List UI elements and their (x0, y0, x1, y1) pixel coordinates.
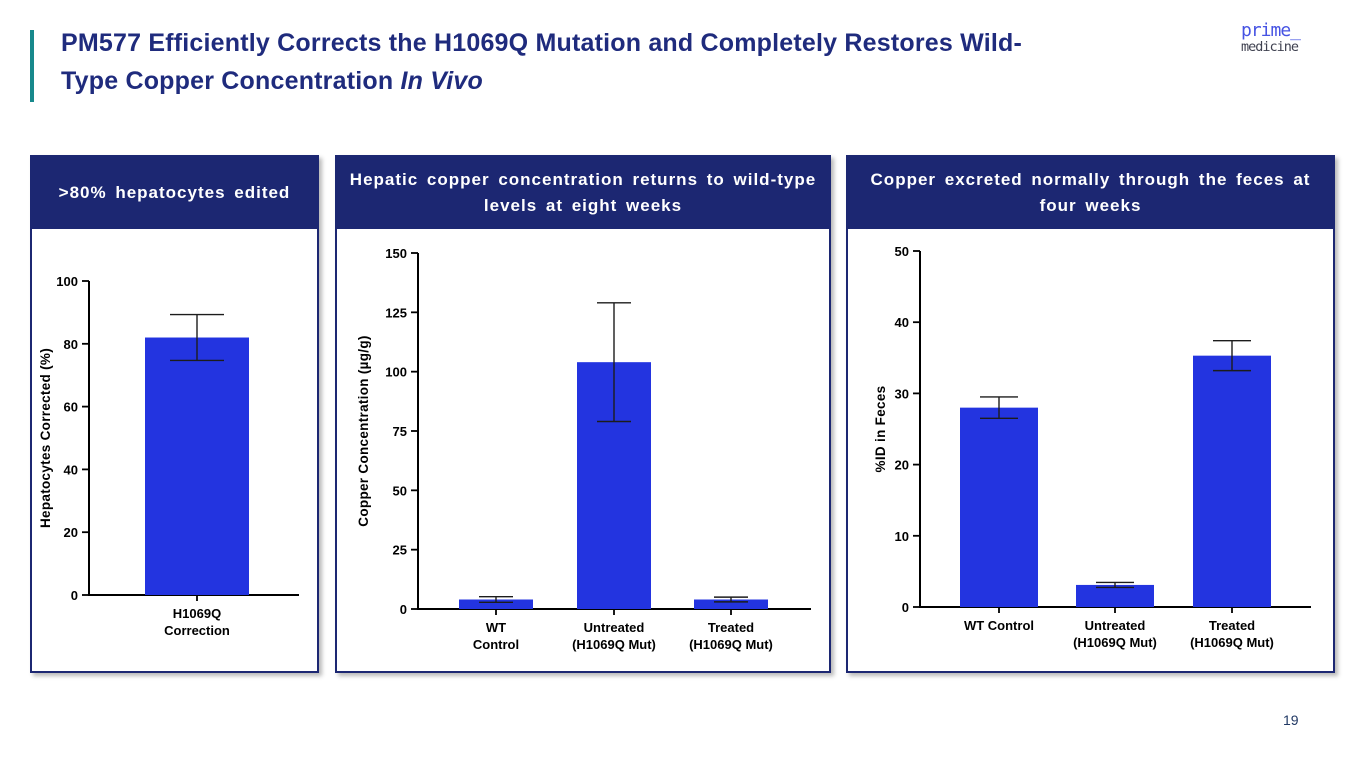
chart-hepatocytes-corrected: 0 20 40 60 80 100 H1069Q Correction Hepatocytes … (38, 274, 299, 638)
logo-wordmark-prime: prime_ (1241, 20, 1301, 41)
slide-title: PM577 Efficiently Corrects the H1069Q Mu… (61, 24, 1211, 100)
slide-title-italic: In Vivo (400, 67, 483, 95)
svg-text:WT: WT (486, 620, 506, 635)
svg-text:100: 100 (56, 274, 78, 289)
panel-header-hepatocytes: >80% hepatocytes edited (32, 157, 317, 229)
chart-id-in-feces: 0 10 20 30 40 50 WT Control Untreated (H1069Q Mu… (873, 244, 1311, 650)
panel-hepatic-copper: Hepatic copper concentration returns to … (335, 155, 831, 673)
svg-text:(H1069Q Mut): (H1069Q Mut) (1073, 635, 1157, 650)
svg-text:40: 40 (64, 462, 78, 477)
svg-text:Correction: Correction (164, 623, 230, 638)
svg-text:150: 150 (385, 246, 407, 261)
slide-title-line1: PM577 Efficiently Corrects the H1069Q Mu… (61, 29, 1023, 57)
svg-text:(H1069Q Mut): (H1069Q Mut) (1190, 635, 1274, 650)
svg-text:75: 75 (393, 424, 407, 439)
svg-text:Treated: Treated (1209, 618, 1255, 633)
chart-copper-concentration: 0 25 50 75 100 125 150 WT Control Untreated (H1069… (356, 246, 811, 652)
svg-text:(H1069Q Mut): (H1069Q Mut) (689, 637, 773, 652)
svg-text:Control: Control (473, 637, 519, 652)
svg-text:100: 100 (385, 365, 407, 380)
svg-text:Treated: Treated (708, 620, 754, 635)
svg-text:50: 50 (393, 483, 407, 498)
svg-text:80: 80 (64, 337, 78, 352)
svg-text:0: 0 (400, 602, 407, 617)
svg-text:60: 60 (64, 400, 78, 415)
svg-text:WT Control: WT Control (964, 618, 1034, 633)
svg-text:Copper Concentration (µg/g): Copper Concentration (µg/g) (356, 335, 371, 526)
svg-text:20: 20 (64, 525, 78, 540)
prime-medicine-logo: prime_ medicine (1241, 20, 1301, 55)
svg-text:Untreated: Untreated (1085, 618, 1146, 633)
svg-text:125: 125 (385, 305, 407, 320)
slide-title-line2: Type Copper Concentration (61, 67, 401, 95)
svg-text:(H1069Q Mut): (H1069Q Mut) (572, 637, 656, 652)
svg-text:40: 40 (895, 315, 909, 330)
svg-text:0: 0 (71, 588, 78, 603)
svg-text:25: 25 (393, 543, 407, 558)
svg-text:Untreated: Untreated (584, 620, 645, 635)
svg-text:Hepatocytes Corrected (%): Hepatocytes Corrected (%) (38, 348, 53, 528)
svg-text:30: 30 (895, 386, 909, 401)
svg-text:20: 20 (895, 458, 909, 473)
title-accent-bar (30, 30, 34, 102)
panel-hepatocytes-edited: >80% hepatocytes edited 0 20 40 60 80 100 H106… (30, 155, 319, 673)
svg-text:%ID in Feces: %ID in Feces (873, 386, 888, 473)
panel-header-copper-excretion: Copper excreted normally through the fec… (848, 157, 1333, 229)
svg-text:50: 50 (895, 244, 909, 259)
logo-wordmark-medicine: medicine (1241, 39, 1299, 55)
svg-text:10: 10 (895, 529, 909, 544)
svg-text:H1069Q: H1069Q (173, 606, 221, 621)
svg-text:0: 0 (902, 600, 909, 615)
panel-header-hepatic-copper: Hepatic copper concentration returns to … (337, 157, 829, 229)
page-number: 19 (1283, 712, 1299, 728)
panel-copper-excretion: Copper excreted normally through the fec… (846, 155, 1335, 673)
